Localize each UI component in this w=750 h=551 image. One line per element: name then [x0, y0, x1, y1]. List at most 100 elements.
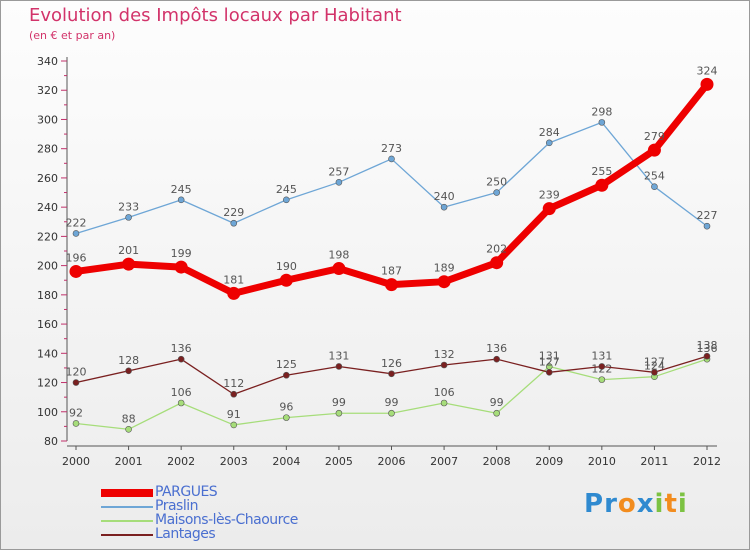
data-point-pargues [437, 275, 451, 289]
y-tick-label: 160 [37, 318, 58, 331]
y-tick-label: 180 [37, 289, 58, 302]
legend-swatch [101, 489, 153, 497]
data-point-praslin [388, 155, 395, 163]
data-label-pargues: 255 [591, 165, 612, 178]
data-point-lantages [493, 355, 500, 363]
data-label-lantages: 131 [328, 349, 349, 362]
y-tick-label: 200 [37, 260, 58, 273]
data-label-praslin: 229 [223, 206, 244, 219]
data-label-lantages: 136 [171, 342, 192, 355]
data-label-maisons-l-s-chaource: 99 [490, 396, 504, 409]
data-point-pargues [700, 77, 714, 91]
x-tick-label: 2008 [483, 455, 511, 468]
data-point-praslin [440, 203, 448, 211]
data-label-praslin: 245 [276, 183, 297, 196]
legend-label: Maisons-lès-Chaource [155, 512, 298, 528]
data-point-praslin [545, 139, 553, 147]
data-label-pargues: 181 [223, 273, 244, 286]
data-point-lantages [125, 367, 132, 375]
data-point-pargues [332, 262, 346, 276]
data-label-pargues: 187 [381, 265, 402, 278]
data-point-pargues [647, 143, 661, 157]
data-point-praslin [125, 214, 132, 221]
y-tick-label: 100 [37, 406, 58, 419]
data-label-maisons-l-s-chaource: 124 [644, 360, 665, 373]
x-tick-label: 2002 [167, 455, 195, 468]
legend-label: Praslin [155, 498, 198, 514]
data-point-pargues [174, 260, 188, 274]
data-label-pargues: 202 [486, 243, 507, 256]
x-tick-label: 2006 [378, 455, 406, 468]
data-label-pargues: 239 [539, 189, 560, 202]
y-tick-label: 80 [44, 435, 58, 448]
y-tick-label: 320 [37, 84, 58, 97]
data-point-maisons-l-s-chaource [493, 409, 500, 417]
data-point-maisons-l-s-chaource [230, 421, 238, 429]
data-label-lantages: 126 [381, 357, 402, 370]
logo-letter: i [654, 489, 665, 519]
data-label-lantages: 136 [486, 342, 507, 355]
data-label-maisons-l-s-chaource: 88 [122, 412, 136, 425]
y-tick-label: 140 [37, 347, 58, 360]
legend-label: Lantages [155, 526, 216, 542]
data-label-pargues: 279 [644, 130, 665, 143]
data-point-praslin [283, 196, 290, 204]
data-point-praslin [651, 183, 658, 190]
y-tick-label: 260 [37, 172, 58, 185]
x-tick-label: 2003 [220, 455, 248, 468]
data-label-maisons-l-s-chaource: 99 [385, 396, 399, 409]
data-label-praslin: 227 [697, 209, 718, 222]
data-point-praslin [177, 196, 185, 204]
data-label-praslin: 257 [328, 165, 349, 178]
logo-letter: i [677, 489, 688, 519]
data-point-praslin [493, 189, 500, 196]
x-tick-label: 2011 [640, 455, 668, 468]
data-point-praslin [230, 219, 238, 227]
proxiti-logo: Proxiti [584, 489, 688, 519]
data-label-lantages: 120 [66, 366, 87, 379]
data-label-maisons-l-s-chaource: 91 [227, 408, 241, 421]
data-point-pargues [279, 273, 293, 287]
data-point-lantages [335, 363, 343, 370]
data-point-pargues [227, 286, 241, 300]
data-point-pargues [490, 256, 504, 270]
data-point-lantages [545, 369, 553, 376]
logo-letter: o [617, 489, 637, 519]
y-tick-label: 220 [37, 230, 58, 243]
y-tick-label: 340 [37, 55, 58, 68]
data-label-pargues: 199 [171, 247, 192, 260]
legend-swatch [101, 520, 153, 522]
data-label-praslin: 254 [644, 170, 665, 183]
chart-subtitle: (en € et par an) [29, 29, 116, 42]
data-point-lantages [177, 355, 185, 363]
logo-letter: x [636, 489, 655, 519]
data-label-lantages: 112 [223, 377, 244, 390]
data-point-lantages [283, 371, 290, 379]
data-point-maisons-l-s-chaource [440, 399, 448, 407]
data-point-maisons-l-s-chaource [598, 376, 606, 383]
data-label-pargues: 201 [118, 244, 139, 257]
data-point-maisons-l-s-chaource [72, 420, 80, 427]
data-label-maisons-l-s-chaource: 106 [434, 386, 455, 399]
data-point-praslin [598, 119, 606, 126]
data-label-praslin: 245 [171, 183, 192, 196]
logo-letter: r [604, 489, 618, 519]
data-point-praslin [335, 179, 343, 186]
logo-letter: P [584, 489, 605, 519]
x-tick-label: 2000 [62, 455, 90, 468]
chart-title: Evolution des Impôts locaux par Habitant [29, 5, 402, 26]
x-tick-label: 2010 [588, 455, 616, 468]
x-tick-label: 2012 [693, 455, 721, 468]
data-point-lantages [651, 369, 658, 376]
y-tick-label: 300 [37, 113, 58, 126]
y-tick-label: 280 [37, 143, 58, 156]
data-point-lantages [598, 363, 606, 370]
data-label-praslin: 250 [486, 176, 507, 189]
data-label-maisons-l-s-chaource: 131 [539, 349, 560, 362]
data-label-lantages: 131 [591, 349, 612, 362]
data-label-maisons-l-s-chaource: 136 [697, 342, 718, 355]
data-point-pargues [542, 202, 556, 216]
data-point-praslin [703, 222, 711, 230]
